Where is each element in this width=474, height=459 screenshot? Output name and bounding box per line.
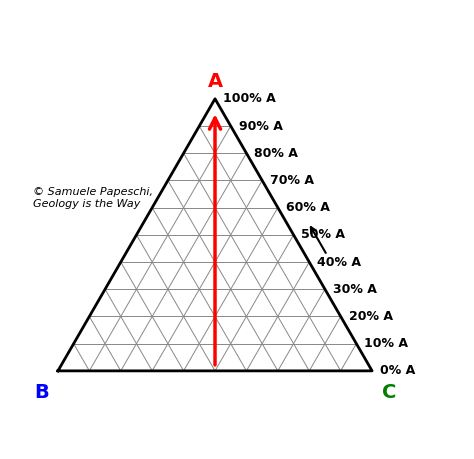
Text: B: B bbox=[34, 383, 48, 403]
Text: 20% A: 20% A bbox=[348, 310, 392, 323]
Text: 0% A: 0% A bbox=[380, 364, 415, 377]
Text: 90% A: 90% A bbox=[238, 119, 283, 133]
Text: 40% A: 40% A bbox=[317, 256, 361, 269]
Text: 10% A: 10% A bbox=[364, 337, 408, 350]
Text: 100% A: 100% A bbox=[223, 92, 275, 105]
Text: 60% A: 60% A bbox=[286, 201, 329, 214]
Text: C: C bbox=[382, 383, 396, 403]
Text: 80% A: 80% A bbox=[254, 147, 298, 160]
Text: 30% A: 30% A bbox=[333, 283, 377, 296]
Text: 50% A: 50% A bbox=[301, 228, 346, 241]
Text: © Samuele Papeschi,
Geology is the Way: © Samuele Papeschi, Geology is the Way bbox=[33, 187, 153, 209]
Text: A: A bbox=[208, 72, 223, 91]
Text: 70% A: 70% A bbox=[270, 174, 314, 187]
